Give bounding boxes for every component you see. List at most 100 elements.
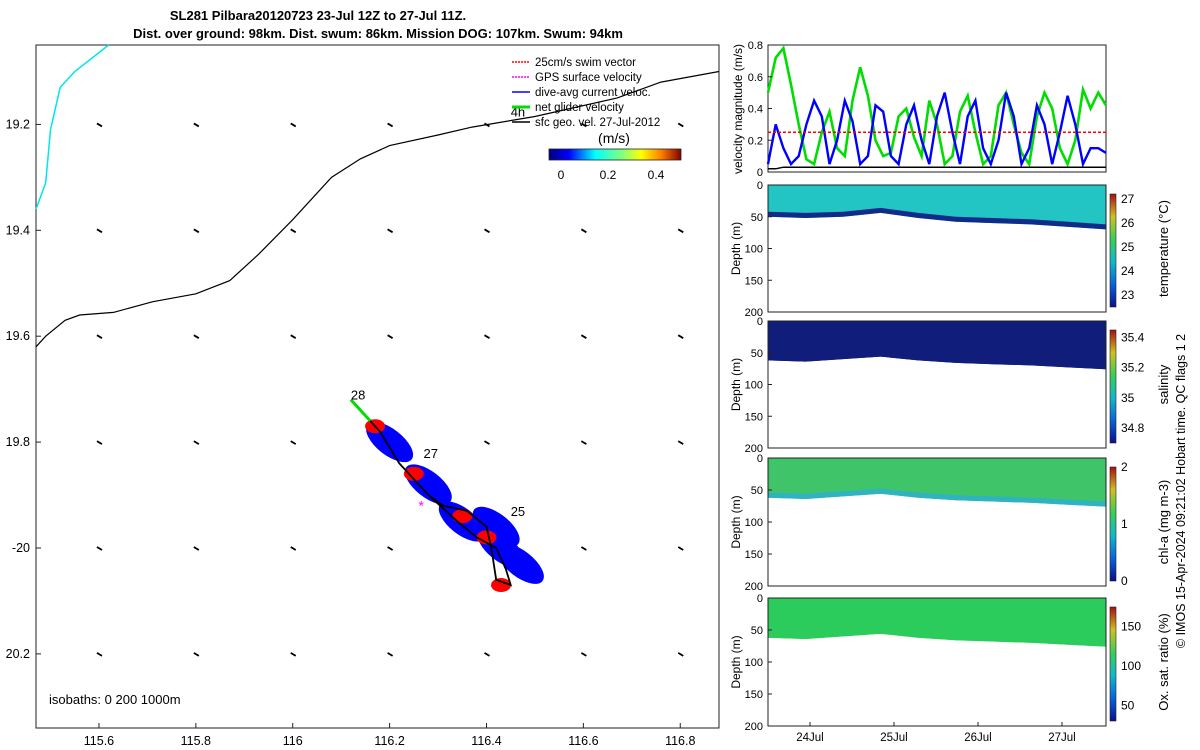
geo-velocity-arrow	[580, 652, 587, 657]
geo-velocity-arrow	[677, 228, 684, 234]
section-ylabel: Depth (m)	[729, 222, 743, 275]
section-ylabel: Depth (m)	[729, 635, 743, 688]
geo-velocity-arrow	[677, 122, 684, 128]
swim-vectors	[403, 466, 424, 481]
geo-velocity-arrow	[290, 652, 297, 657]
section-colorbar-tick: 0	[1121, 574, 1128, 588]
time-tick-label: 24Jul	[796, 732, 824, 744]
map-legend: 25cm/s swim vector GPS surface velocity …	[512, 57, 660, 129]
section-bottom-band	[768, 207, 1106, 230]
geo-velocity-arrow	[677, 440, 684, 445]
footer-credit: © IMOS 15-Apr-2024 09:21:02 Hobart time.…	[1174, 334, 1188, 648]
vel-y-tick-label: 0.2	[748, 135, 763, 147]
vel-y-tick-label: 0	[757, 167, 763, 179]
map-colorbar-tick: 0	[558, 168, 565, 182]
section-colorbar-tick: 26	[1121, 216, 1135, 230]
geo-velocity-arrow	[484, 334, 490, 339]
section-ylabel: Depth (m)	[729, 358, 743, 411]
legend-swim-label: 25cm/s swim vector	[535, 57, 636, 69]
map-x-axis: 115.6 115.8 116 116.2 116.4 116.6 116.8	[84, 723, 695, 748]
time-tick-label: 26Jul	[964, 732, 992, 744]
map-x-tick-label: 115.6	[84, 734, 114, 748]
section-colorbar-tick: 1	[1121, 517, 1128, 531]
legend-gps-label: GPS surface velocity	[535, 72, 642, 84]
geo-velocity-arrow	[290, 334, 297, 339]
geo-velocity-arrow	[677, 652, 684, 657]
vel-y-axis: 0 0.2 0.4 0.6 0.8	[748, 40, 772, 179]
section-colorbar-label: temperature (°C)	[1156, 200, 1171, 297]
section-y-tick-label: 100	[745, 380, 763, 392]
time-tick-label: 25Jul	[880, 732, 908, 744]
section-colorbar-tick: 150	[1121, 620, 1141, 634]
vel-series	[766, 45, 1108, 170]
geo-velocity-arrow	[193, 440, 200, 445]
figure-title-line1: SL281 Pilbara20120723 23-Jul 12Z to 27-J…	[170, 8, 466, 23]
section-y-tick-label: 150	[745, 411, 763, 423]
velocity-magnitude-panel: 0 0.2 0.4 0.6 0.8 velocity magnitude (m/s)	[731, 40, 1108, 179]
temperature-section: 0 50 100 150 200 Depth (m) 23 24 25 26 27 temperatu…	[729, 180, 1171, 319]
geo-velocity-arrow	[96, 334, 103, 339]
section-y-tick-label: 200	[745, 443, 763, 455]
map-colorbar-tick: 0.4	[648, 168, 665, 182]
legend-geo-label: sfc geo. vel. 27-Jul-2012	[535, 117, 660, 129]
geo-velocity-arrow	[96, 546, 103, 551]
section-data-fill	[768, 185, 1106, 230]
section-ylabel: Depth (m)	[729, 495, 743, 548]
day-label: 27	[424, 446, 438, 461]
isobath-line	[35, 70, 720, 348]
map-colorbar: (m/s)	[548, 130, 682, 182]
dive-current-vectors	[496, 543, 544, 584]
section-y-tick-label: 100	[745, 244, 763, 256]
section-bottom-band	[768, 488, 1106, 507]
section-y-tick-label: 0	[757, 593, 763, 605]
map-x-tick-label: 116.2	[374, 734, 404, 748]
section-colorbar-tick: 27	[1121, 192, 1135, 206]
vel-y-tick-label: 0.8	[748, 40, 763, 52]
day-label: 28	[351, 388, 365, 403]
time-tick-label: 27Jul	[1048, 732, 1076, 744]
map-x-tick-label: 115.8	[181, 734, 211, 748]
section-y-tick-label: 50	[751, 212, 763, 224]
section-colorbar	[1109, 466, 1117, 582]
section-bottom-band	[768, 628, 1106, 647]
geo-velocity-arrow	[290, 440, 297, 445]
day-label: 25	[511, 504, 525, 519]
vel-series-line	[768, 166, 1106, 170]
track-map: * 115.6 115.8 116 116.2 116.4 116.6 116.8 19.2…	[6, 44, 720, 748]
vel-y-tick-label: 0.4	[748, 104, 763, 116]
swim-vectors	[491, 578, 512, 593]
map-x-tick-label: 116.6	[568, 734, 598, 748]
chl-a-section: 0 50 100 150 200 Depth (m) 0 1 2 chl-a (mg m-3)	[729, 453, 1171, 593]
section-colorbar-tick: 34.8	[1121, 421, 1145, 435]
geo-velocity-arrow	[96, 122, 103, 128]
section-colorbar	[1109, 329, 1117, 444]
section-colorbar-label: chl-a (mg m-3)	[1156, 480, 1171, 565]
map-frame	[35, 44, 720, 729]
section-colorbar-label: Ox. sat. ratio (%)	[1156, 613, 1171, 711]
section-y-tick-label: 150	[745, 275, 763, 287]
section-colorbar-tick: 35	[1121, 391, 1135, 405]
map-y-tick-label: 19.8	[6, 435, 30, 449]
geo-velocity-arrow	[290, 546, 297, 551]
legend-gps-velocity: GPS surface velocity	[512, 72, 642, 84]
map-y-tick-label: 19.4	[6, 223, 30, 237]
legend-net-glider: net glider velocity	[512, 102, 624, 114]
map-x-tick-label: 116.4	[471, 734, 501, 748]
geo-velocity-arrow	[580, 228, 587, 234]
geo-velocity-arrow	[484, 228, 490, 234]
legend-dive-label: dive-avg current veloc.	[535, 87, 651, 99]
geo-velocity-arrow	[580, 334, 587, 339]
section-colorbar-tick: 25	[1121, 240, 1135, 254]
geo-velocity-arrow	[290, 122, 297, 128]
map-y-tick-label: 19.2	[6, 117, 30, 131]
map-x-tick-label: 116	[283, 734, 303, 748]
geo-velocity-arrow	[387, 228, 394, 234]
gps-marker: *	[419, 498, 425, 514]
section-colorbar-label: salinity	[1156, 364, 1171, 404]
section-y-tick-label: 50	[751, 485, 763, 497]
section-y-tick-label: 50	[751, 348, 763, 360]
section-y-tick-label: 100	[745, 517, 763, 529]
glider-track	[350, 399, 513, 587]
geo-velocity-arrow	[580, 440, 587, 445]
geo-velocity-arrow	[193, 546, 200, 551]
